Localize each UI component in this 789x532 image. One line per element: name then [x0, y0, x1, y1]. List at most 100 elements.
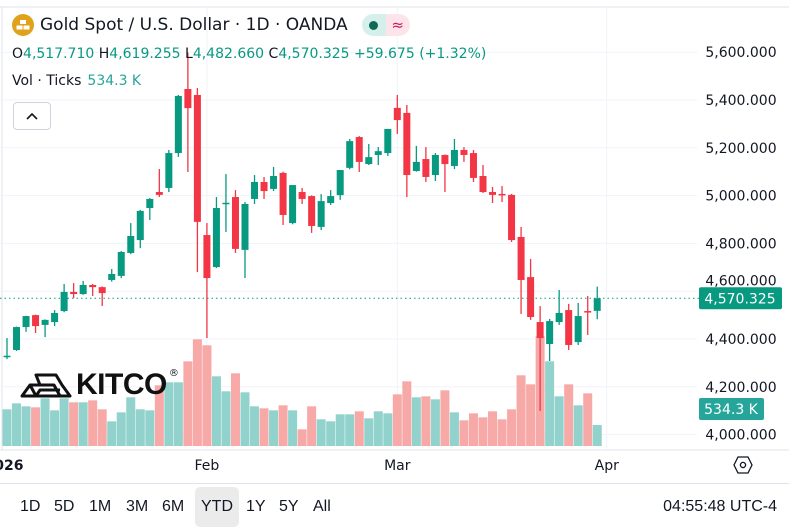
volume-bar [440, 390, 450, 446]
market-status-toggle[interactable]: ≈ [361, 14, 410, 36]
candle-body [212, 208, 220, 268]
time-tick-label: Mar [384, 458, 411, 474]
candle-body [222, 202, 230, 205]
timeframe-1m[interactable]: 1M [89, 498, 112, 515]
price-tick-label: 5,200.000 [705, 141, 776, 157]
candle-body [555, 312, 563, 323]
kitco-bars-icon [20, 373, 72, 398]
low-value: 4,482.660 [192, 46, 265, 62]
volume-bar [183, 361, 193, 446]
kitco-wordmark: KITCO [76, 368, 167, 401]
volume-bar [288, 410, 298, 446]
time-tick-label: Apr [595, 458, 619, 474]
candle-body [136, 210, 144, 241]
timeframe-1d[interactable]: 1D [20, 498, 41, 515]
volume-value: 534.3 K [87, 73, 142, 89]
volume-bar [202, 345, 212, 446]
candle-body [346, 141, 354, 168]
bottom-toolbar: 1D 5D 1M 3M 6M YTD 1Y 5Y All 04:55:48 UT… [0, 483, 789, 532]
last-price-value: 4,570.325 [704, 291, 775, 307]
candle-body [489, 192, 497, 195]
price-tick-label: 5,000.000 [705, 189, 776, 205]
candlesticks [3, 52, 601, 411]
open-value: 4,517.710 [23, 46, 95, 62]
symbol-header[interactable]: Gold Spot / U.S. Dollar · 1D · OANDA ≈ [12, 14, 410, 36]
price-tick-label: 5,600.000 [705, 45, 776, 61]
candle-body [469, 153, 477, 178]
candle-body [184, 89, 192, 109]
timeframe-3m[interactable]: 3M [126, 498, 149, 515]
price-axis[interactable]: 4,000.000 4,200.000 4,400.000 4,600.000 4,80… [705, 45, 776, 443]
volume-bar [345, 414, 355, 446]
volume-bar [468, 413, 478, 446]
volume-bar [59, 398, 69, 446]
candle-body [574, 316, 582, 343]
volume-bar [478, 417, 488, 446]
price-chart[interactable]: 4,000.000 4,200.000 4,400.000 4,600.000 4,80… [0, 0, 789, 483]
volume-bar [430, 399, 440, 446]
volume-bar [135, 409, 145, 446]
timeframe-5y[interactable]: 5Y [279, 498, 299, 515]
volume-bar [307, 406, 317, 446]
volume-bar [402, 381, 412, 446]
volume-bar [564, 384, 574, 446]
time-axis[interactable]: 2026 Feb Mar Apr [0, 458, 619, 474]
volume-bar [373, 411, 383, 446]
registered-mark: ® [168, 367, 179, 379]
volume-bar [316, 419, 326, 446]
volume-bar [211, 376, 221, 446]
volume-bar [154, 385, 164, 446]
change-value: +59.675 (+1.32%) [354, 46, 487, 62]
candle-body [584, 311, 592, 313]
collapse-legend-button[interactable] [13, 102, 51, 130]
candle-body [127, 235, 135, 253]
volume-bar [383, 413, 393, 446]
clock[interactable]: 04:55:48 UTC-4 [663, 498, 777, 515]
candle-body [289, 185, 297, 224]
volume-bar [507, 409, 517, 446]
candle-body [41, 319, 49, 325]
volume-bar [411, 397, 421, 446]
volume-bar [173, 382, 183, 446]
volume-bar [69, 402, 79, 446]
volume-bar [354, 411, 364, 446]
open-label: O [12, 46, 24, 62]
timeframe-5d[interactable]: 5D [54, 498, 75, 515]
candle-body [241, 203, 249, 250]
volume-bar [78, 402, 88, 446]
candle-body [193, 94, 201, 222]
volume-bar [116, 412, 126, 446]
last-volume-value: 534.3 K [704, 402, 759, 418]
timeframe-all[interactable]: All [313, 498, 331, 515]
volume-bar [21, 406, 31, 446]
volume-label: Vol · Ticks [12, 73, 82, 89]
timeframe-ytd[interactable]: YTD [195, 487, 239, 527]
candle-body [450, 149, 458, 166]
high-label: H [98, 46, 110, 62]
volume-bar [583, 393, 593, 446]
candle-body [117, 252, 125, 276]
candle-body [365, 157, 373, 165]
candle-body [393, 107, 401, 121]
candle-body [89, 284, 97, 288]
volume-bar [554, 396, 564, 446]
volume-bar [335, 414, 345, 446]
volume-bar [326, 421, 336, 446]
market-open-dot-icon [361, 14, 386, 36]
settings-icon[interactable] [733, 456, 753, 474]
timeframe-6m[interactable]: 6M [162, 498, 185, 515]
volume-bar [269, 410, 279, 446]
volume-bar [12, 403, 22, 446]
volume-bar [392, 394, 402, 446]
price-tick-label: 4,400.000 [705, 332, 776, 348]
close-label: C [268, 46, 279, 62]
volume-bar [297, 429, 307, 446]
candle-body [298, 192, 306, 199]
ohlc-legend: O4,517.710 H4,619.255 L4,482.660 C4,570.… [12, 46, 486, 62]
volume-bar [97, 409, 107, 446]
volume-bar [526, 384, 536, 446]
candle-body [536, 322, 544, 339]
candle-body [317, 201, 325, 227]
candle-body [251, 181, 259, 199]
timeframe-1y[interactable]: 1Y [246, 498, 266, 515]
